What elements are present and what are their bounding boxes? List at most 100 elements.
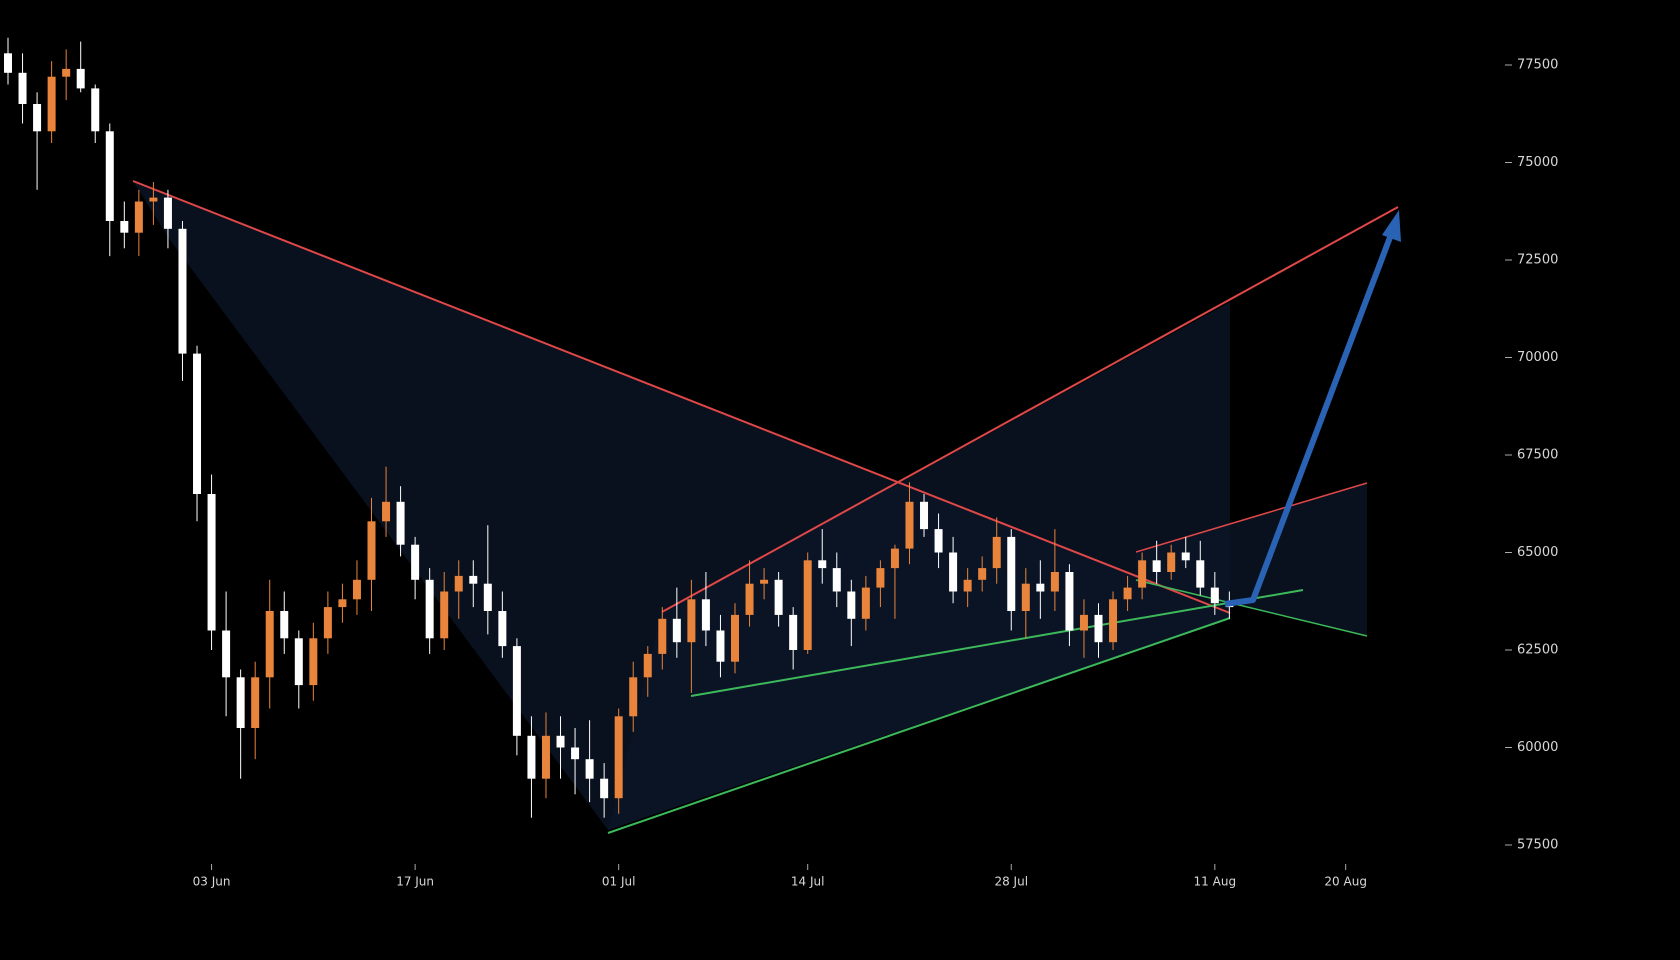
candle-body [818, 560, 827, 569]
x-tick-label: 17 Jun [396, 875, 434, 889]
candle-body [338, 599, 347, 608]
x-tick-label: 28 Jul [994, 875, 1028, 889]
candle-body [62, 68, 71, 77]
candle-body [1152, 560, 1161, 572]
candle-body [1196, 560, 1205, 588]
x-tick-label: 20 Aug [1324, 875, 1367, 889]
candle-body [265, 611, 274, 678]
candle-body [1094, 614, 1103, 643]
candle-body [920, 501, 929, 530]
candle-body [629, 677, 638, 717]
shaded-zone [1136, 483, 1367, 636]
candle-body [876, 568, 885, 588]
y-tick-label: 67500 [1517, 448, 1558, 463]
candle-body [149, 197, 158, 202]
shaded-zone [608, 302, 1230, 830]
candle-body [47, 76, 56, 132]
y-tick-label: 75000 [1517, 155, 1558, 170]
candle-body [571, 747, 580, 760]
candle-body [18, 72, 27, 104]
candle-body [672, 618, 681, 643]
candle-body [614, 716, 623, 799]
candle-body [1109, 599, 1118, 643]
arrow-head [1382, 210, 1401, 242]
y-tick-label: 72500 [1517, 253, 1558, 268]
candle-body [454, 575, 463, 592]
candle-body [309, 638, 318, 686]
candle-body [905, 501, 914, 549]
candle-body [440, 591, 449, 639]
candle-body [207, 494, 216, 631]
candles [4, 37, 1234, 818]
candle-body [658, 618, 667, 654]
trend-line [661, 206, 1399, 613]
candle-body [323, 607, 332, 639]
candle-body [600, 778, 609, 799]
candle-body [803, 560, 812, 650]
arrow-path [1224, 230, 1395, 607]
candle-body [832, 568, 841, 592]
candle-body [643, 653, 652, 678]
candle-body [469, 575, 478, 584]
candle-body [1050, 572, 1059, 592]
candle-body [222, 630, 231, 678]
x-tick-label: 14 Jul [791, 875, 825, 889]
y-tick-label: 57500 [1517, 838, 1558, 853]
candle-body [396, 501, 405, 545]
candle-body [527, 735, 536, 779]
candle-body [847, 591, 856, 619]
candle-body [541, 735, 550, 779]
candle-body [498, 611, 507, 647]
trend-line [1135, 482, 1368, 553]
candle-body [134, 201, 143, 233]
candle-body [236, 677, 245, 728]
candle-body [512, 646, 521, 736]
candle-body [483, 583, 492, 611]
candle-body [76, 68, 85, 89]
candle-body [861, 587, 870, 619]
candle-body [1167, 552, 1176, 572]
trend-line [607, 617, 1231, 834]
candle-body [1138, 560, 1147, 588]
candle-body [120, 221, 129, 233]
x-tick-label: 01 Jul [602, 875, 636, 889]
candle-body [91, 88, 100, 132]
y-tick-label: 65000 [1517, 545, 1558, 560]
candle-body [163, 197, 172, 229]
candle-body [1181, 552, 1190, 561]
candle-body [251, 677, 260, 728]
x-tick-label: 11 Aug [1194, 875, 1237, 889]
candle-body [280, 611, 289, 639]
projection-arrow [1224, 210, 1401, 607]
candle-body [178, 228, 187, 354]
y-tick-label: 62500 [1517, 643, 1558, 658]
candle-body [367, 521, 376, 580]
candle-body [1036, 583, 1045, 592]
candle-body [556, 735, 565, 748]
candle-body [294, 638, 303, 686]
candle-body [992, 536, 1001, 569]
candle-body [687, 599, 696, 643]
drawings [132, 180, 1399, 834]
candle-body [774, 579, 783, 615]
candle-body [760, 579, 769, 584]
candle-body [745, 583, 754, 615]
candle-body [193, 353, 202, 494]
x-tick-label: 03 Jun [193, 875, 231, 889]
candle-body [934, 529, 943, 553]
candle-body [716, 630, 725, 662]
candle-body [352, 579, 361, 600]
candle-body [890, 548, 899, 569]
y-tick-label: 77500 [1517, 58, 1558, 73]
candle-body [949, 552, 958, 592]
candle-body [978, 568, 987, 580]
candle-body [425, 579, 434, 639]
candle-body [701, 599, 710, 631]
candle-body [33, 104, 42, 132]
candle-body [731, 614, 739, 662]
candle-body [1079, 614, 1088, 631]
candle-body [1123, 587, 1132, 600]
candle-body [1065, 572, 1074, 631]
